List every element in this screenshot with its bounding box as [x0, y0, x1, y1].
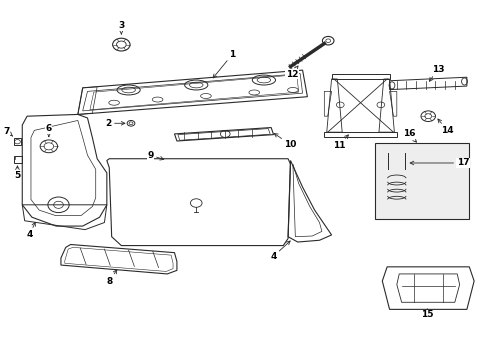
Text: 4: 4 [270, 241, 289, 261]
Text: 9: 9 [147, 151, 163, 160]
Text: 16: 16 [402, 130, 416, 142]
Text: 6: 6 [45, 124, 52, 136]
Text: 10: 10 [274, 134, 296, 149]
Text: 4: 4 [26, 222, 35, 239]
Text: 13: 13 [428, 65, 443, 81]
Text: 5: 5 [14, 166, 20, 180]
Bar [374, 143, 468, 219]
Text: 7: 7 [3, 127, 13, 136]
Text: 2: 2 [105, 119, 124, 128]
Text: 17: 17 [409, 158, 468, 167]
Text: 11: 11 [332, 135, 347, 150]
Text: 3: 3 [118, 21, 124, 34]
Text: 14: 14 [437, 119, 453, 135]
Text: 15: 15 [420, 309, 433, 319]
Text: 8: 8 [106, 270, 117, 285]
Text: 12: 12 [285, 66, 298, 79]
Text: 1: 1 [213, 50, 235, 78]
